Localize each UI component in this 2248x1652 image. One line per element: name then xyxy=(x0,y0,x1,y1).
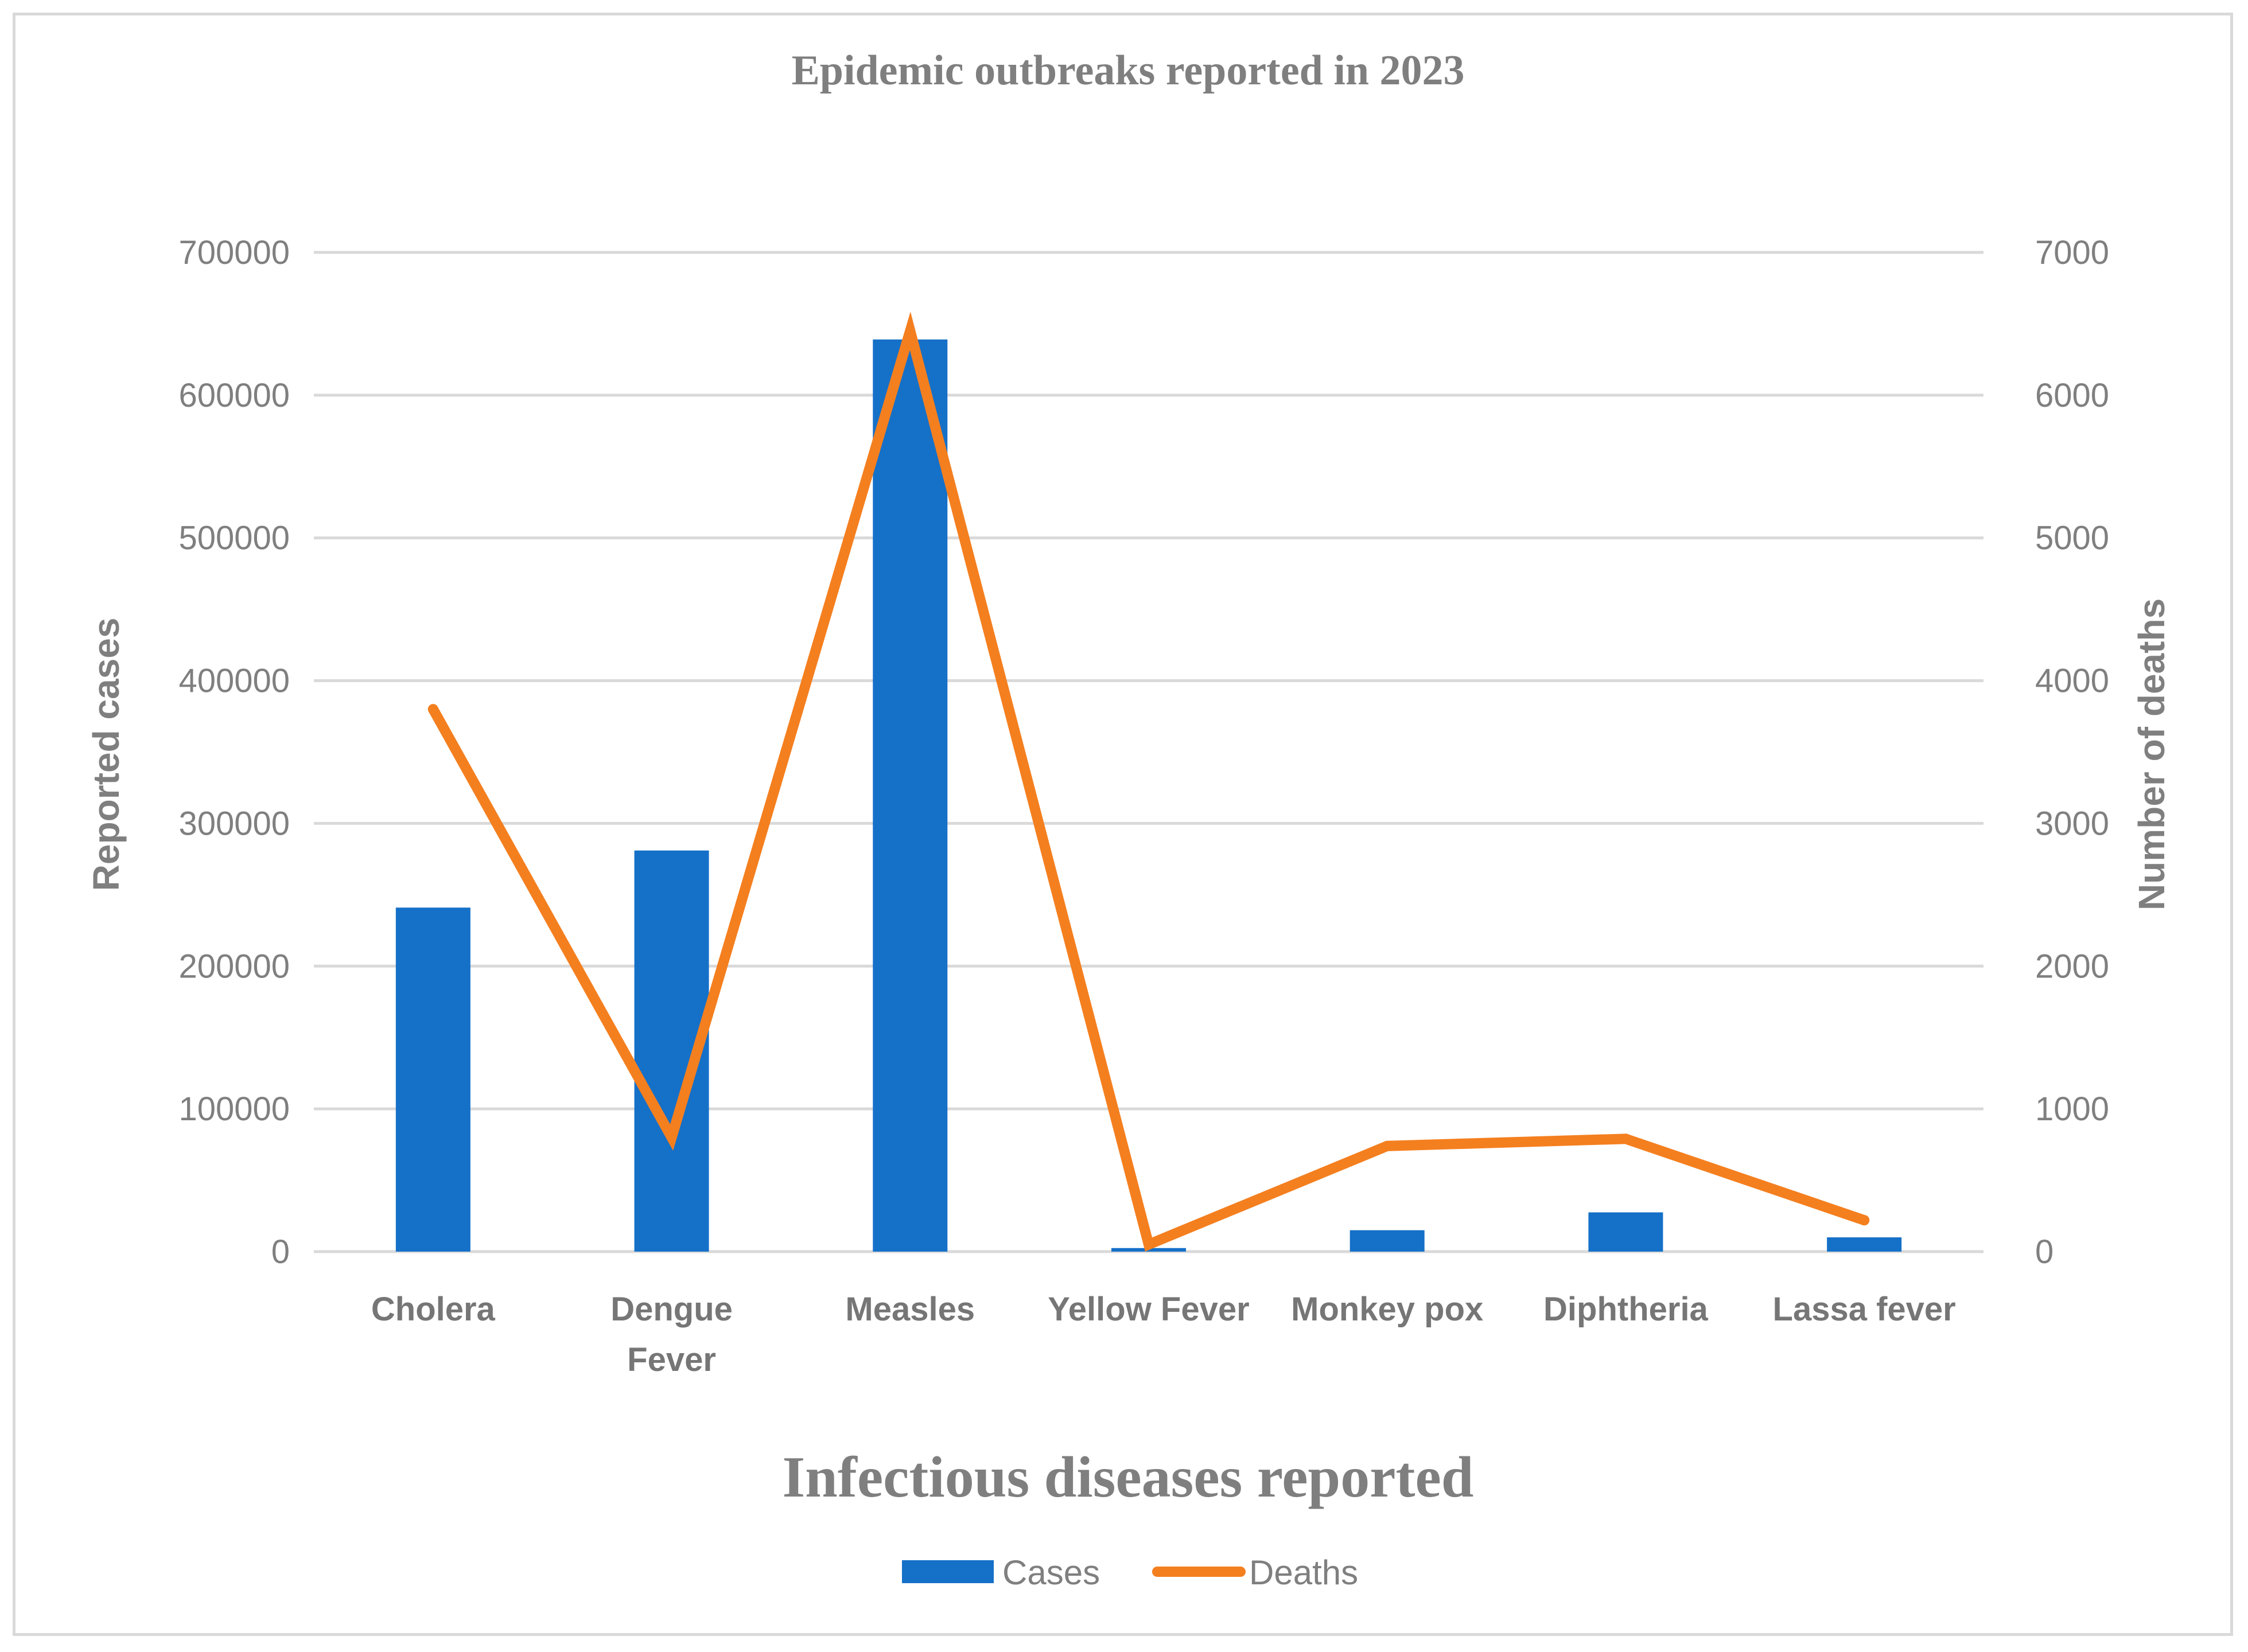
left-tick-label: 600000 xyxy=(178,377,290,414)
right-tick-label: 2000 xyxy=(2035,948,2109,985)
left-tick-label: 300000 xyxy=(178,805,290,842)
left-tick-label: 0 xyxy=(271,1233,290,1271)
deaths-point xyxy=(1859,1215,1870,1226)
right-tick-label: 4000 xyxy=(2035,663,2109,700)
left-tick-label: 100000 xyxy=(178,1090,290,1128)
category-label: Cholera xyxy=(371,1291,496,1328)
deaths-line-group xyxy=(427,311,1870,1252)
right-tick-label: 6000 xyxy=(2035,377,2109,414)
left-axis-ticks: 0 100000 200000 300000 400000 500000 600000 700… xyxy=(178,234,290,1271)
left-tick-label: 700000 xyxy=(178,234,290,271)
cases-bar xyxy=(1588,1212,1663,1252)
right-tick-label: 0 xyxy=(2035,1233,2053,1271)
gridlines xyxy=(314,251,1983,1253)
cases-bar xyxy=(395,907,470,1252)
cases-bar xyxy=(1349,1230,1425,1252)
cases-bar xyxy=(873,339,948,1252)
deaths-point xyxy=(666,1132,677,1143)
cases-bars xyxy=(395,339,1902,1252)
legend-cases-label: Cases xyxy=(1002,1553,1100,1592)
legend-deaths-label: Deaths xyxy=(1249,1553,1358,1592)
y-axis-label: Reported cases xyxy=(85,618,127,891)
x-axis-label: Infectious diseases reported xyxy=(782,1445,1473,1510)
legend-cases-swatch xyxy=(902,1560,994,1583)
category-label: Monkey pox xyxy=(1291,1291,1483,1328)
right-axis-ticks: 0 1000 2000 3000 4000 5000 6000 7000 xyxy=(2035,234,2109,1271)
chart-frame: Epidemic outbreaks reported in 2023 0 100… xyxy=(13,13,2233,1636)
deaths-point xyxy=(1144,1239,1154,1250)
deaths-point xyxy=(1382,1140,1393,1151)
category-label: Diphtheria xyxy=(1543,1291,1709,1328)
left-tick-label: 400000 xyxy=(178,663,290,700)
category-label: Yellow Fever xyxy=(1048,1291,1249,1328)
legend: Cases Deaths xyxy=(902,1553,1358,1592)
left-tick-label: 200000 xyxy=(178,948,290,985)
deaths-point xyxy=(1620,1133,1631,1144)
category-label: Dengue Fever xyxy=(610,1291,733,1378)
category-label: Measles xyxy=(845,1291,975,1328)
category-label: Lassa fever xyxy=(1773,1291,1956,1328)
cases-bar xyxy=(1827,1237,1902,1252)
deaths-point xyxy=(427,704,438,715)
chart-title: Epidemic outbreaks reported in 2023 xyxy=(791,47,1464,94)
left-tick-label: 500000 xyxy=(178,520,290,557)
right-tick-label: 1000 xyxy=(2035,1090,2109,1128)
right-tick-label: 7000 xyxy=(2035,234,2109,271)
y2-axis-label: Number of deaths xyxy=(2131,598,2172,910)
chart-svg: Epidemic outbreaks reported in 2023 0 100… xyxy=(85,47,2172,1592)
right-tick-label: 3000 xyxy=(2035,805,2109,842)
deaths-point xyxy=(905,325,916,336)
category-labels: Cholera Dengue Fever Measles Yellow Fever Mon… xyxy=(371,1291,1956,1378)
right-tick-label: 5000 xyxy=(2035,520,2109,557)
